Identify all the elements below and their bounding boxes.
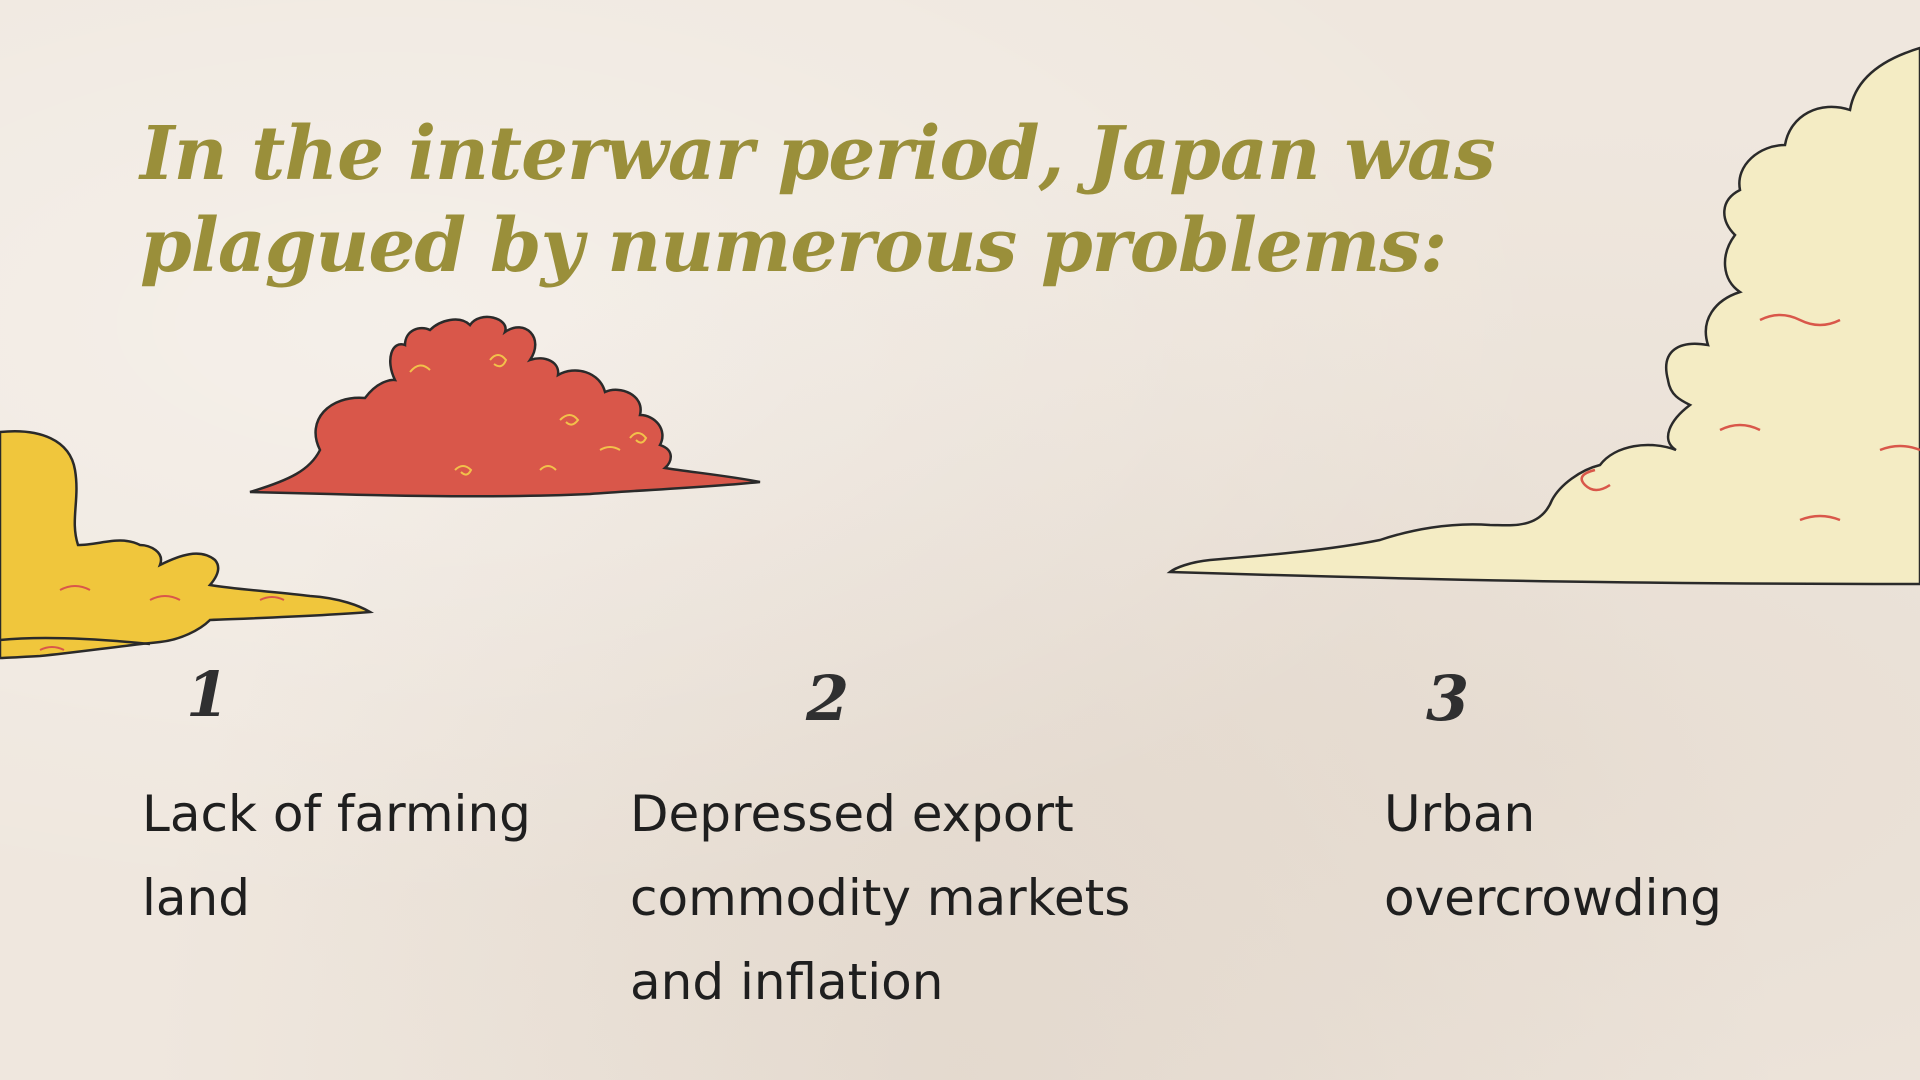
item-text-1: Lack of farming land: [142, 785, 531, 927]
item-number-3: 3: [1426, 662, 1470, 735]
item-number-1: 1: [186, 658, 230, 731]
red-cloud-illustration: [249, 315, 761, 498]
item-text-2: Depressed export commodity markets and i…: [630, 785, 1131, 1011]
yellow-cloud-illustration: [0, 430, 374, 660]
cream-cloud-illustration: [1166, 46, 1920, 586]
item-number-2: 2: [806, 662, 850, 735]
item-text-3: Urban overcrowding: [1384, 785, 1722, 927]
slide-title: In the interwar period, Japan was plague…: [140, 111, 1496, 289]
